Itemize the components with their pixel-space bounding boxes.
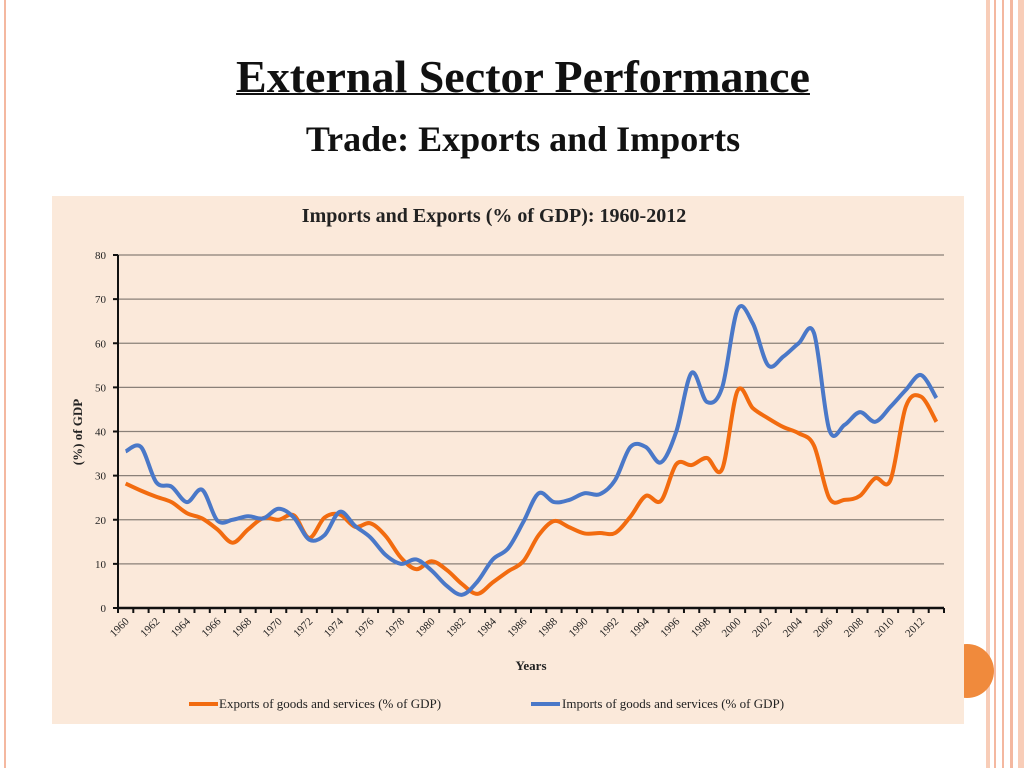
y-tick-label: 20	[95, 515, 107, 527]
x-tick-label: 2010	[873, 615, 897, 639]
x-tick-label: 1974	[322, 615, 346, 639]
y-tick-label: 10	[95, 559, 107, 571]
x-tick-label: 1992	[597, 616, 621, 640]
y-tick-label: 60	[95, 338, 107, 350]
x-tick-label: 2000	[720, 615, 744, 639]
chart-area: Imports and Exports (% of GDP): 1960-201…	[52, 196, 964, 724]
y-tick-label: 40	[95, 427, 107, 439]
x-tick-label: 1988	[536, 615, 560, 639]
x-tick-label: 2002	[750, 616, 774, 640]
x-tick-label: 2008	[842, 615, 866, 639]
exports-line	[124, 386, 939, 596]
x-tick-label: 1994	[628, 615, 652, 639]
y-tick-label: 50	[95, 382, 107, 394]
y-tick-label: 0	[101, 603, 107, 615]
x-tick-label: 1976	[352, 615, 376, 639]
x-tick-label: 1960	[108, 615, 132, 639]
legend-label-exports: Exports of goods and services (% of GDP)	[219, 696, 441, 711]
y-tick-label: 80	[95, 250, 107, 262]
line-chart: Imports and Exports (% of GDP): 1960-201…	[70, 205, 945, 711]
x-tick-label: 1980	[414, 615, 438, 639]
y-tick-label: 30	[95, 471, 107, 483]
x-tick-label: 2012	[903, 616, 927, 640]
x-tick-label: 1964	[169, 615, 193, 639]
slide-subtitle: Trade: Exports and Imports	[305, 119, 741, 159]
y-axis-label: (%) of GDP	[70, 399, 85, 465]
x-tick-label: 1982	[444, 616, 468, 640]
x-tick-label: 1966	[200, 615, 224, 639]
chart-title: Imports and Exports (% of GDP): 1960-201…	[302, 205, 686, 227]
x-tick-label: 1990	[567, 615, 591, 639]
x-tick-label: 2006	[811, 615, 835, 639]
x-tick-label: 1968	[230, 615, 254, 639]
x-tick-label: 1972	[291, 616, 315, 640]
x-axis-label: Years	[515, 658, 546, 673]
x-tick-label: 1996	[658, 615, 682, 639]
y-tick-label: 70	[95, 294, 107, 306]
left-border	[0, 0, 6, 768]
x-tick-label: 1984	[475, 615, 499, 639]
legend-label-imports: Imports of goods and services (% of GDP)	[562, 696, 784, 711]
x-tick-label: 1986	[505, 615, 529, 639]
x-tick-label: 1998	[689, 615, 713, 639]
slide-title: External Sector Performance	[236, 51, 810, 102]
legend: Exports of goods and services (% of GDP)…	[189, 696, 784, 711]
x-tick-label: 1962	[138, 616, 162, 640]
x-tick-label: 2004	[781, 615, 805, 639]
x-tick-label: 1970	[261, 615, 285, 639]
imports-line	[124, 304, 939, 597]
x-tick-label: 1978	[383, 615, 407, 639]
